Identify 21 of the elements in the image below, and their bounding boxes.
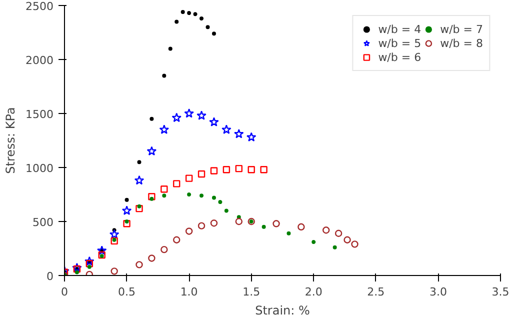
legend-label: w/b = 5 xyxy=(378,36,422,50)
legend-label: w/b = 6 xyxy=(378,50,422,64)
y-tick-label: 0 xyxy=(46,270,54,283)
y-tick-label: 1000 xyxy=(26,162,54,175)
y-axis-title: Stress: KPa xyxy=(4,107,18,174)
x-tick-label: 1.5 xyxy=(242,286,260,298)
x-tick-label: 3.5 xyxy=(492,286,510,298)
x-tick-label: 0 xyxy=(61,286,68,298)
legend-label: w/b = 8 xyxy=(440,36,483,50)
y-tick-label: 500 xyxy=(32,216,54,229)
legend-label: w/b = 7 xyxy=(440,22,483,36)
x-tick-label: 0.5 xyxy=(118,286,136,298)
x-tick-label: 2.0 xyxy=(304,286,322,298)
x-tick-label: 3.0 xyxy=(429,286,447,298)
x-tick-label: 1.0 xyxy=(180,286,198,298)
x-axis-title: Strain: % xyxy=(255,304,310,318)
y-tick-label: 2000 xyxy=(26,54,54,67)
x-tick-label: 2.5 xyxy=(367,286,385,298)
y-tick-label: 2500 xyxy=(26,0,54,13)
legend-label: w/b = 4 xyxy=(378,22,422,36)
y-tick-label: 1500 xyxy=(26,108,54,121)
